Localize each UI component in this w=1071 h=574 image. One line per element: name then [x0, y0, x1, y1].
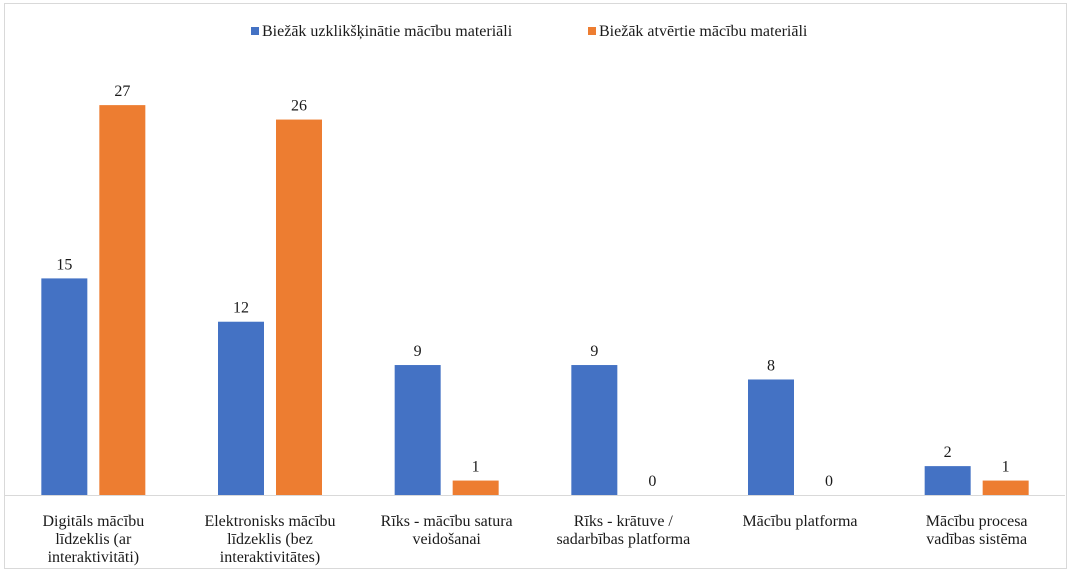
- bar-s0-c1: [218, 321, 264, 495]
- value-labels: 15 27 12 26 9 1 9 0 8 0 2 1: [56, 83, 1009, 490]
- category-labels: Digitāls mācību līdzeklis (ar interaktivit…: [42, 513, 1027, 566]
- category-label-4: Mācību platforma: [742, 513, 857, 530]
- value-label-s1-c5: 1: [1002, 459, 1010, 476]
- value-label-s1-c4: 0: [825, 473, 833, 490]
- bar-s0-c4: [748, 379, 794, 495]
- legend: Biežāk uzklikšķinātie mācību materiāli Bi…: [251, 23, 808, 40]
- value-label-s1-c1: 26: [291, 98, 307, 115]
- value-label-s0-c4: 8: [767, 357, 775, 374]
- category-label-2-line-1: veidošanai: [412, 531, 481, 548]
- category-label-1-line-2: interaktivitātes): [220, 549, 320, 566]
- chart-frame: Biežāk uzklikšķinātie mācību materiāli Bi…: [4, 3, 1067, 569]
- category-label-5-line-1: vadības sistēma: [926, 531, 1027, 548]
- category-label-4-line-0: Mācību platforma: [742, 513, 857, 530]
- category-label-5-line-0: Mācību procesa: [926, 513, 1028, 530]
- category-label-2-line-0: Rīks - mācību satura: [381, 513, 513, 530]
- bar-chart: Biežāk uzklikšķinātie mācību materiāli Bi…: [5, 23, 1065, 566]
- category-label-5: Mācību procesa vadības sistēma: [926, 513, 1028, 548]
- value-label-s0-c5: 2: [944, 444, 952, 461]
- value-label-s1-c2: 1: [472, 459, 480, 476]
- category-label-0: Digitāls mācību līdzeklis (ar interaktivit…: [42, 513, 144, 566]
- category-label-1-line-1: līdzeklis (bez: [227, 531, 313, 548]
- value-label-s0-c3: 9: [590, 343, 598, 360]
- bar-s0-c2: [394, 365, 441, 495]
- bar-s1-c1: [276, 119, 322, 495]
- category-label-1-line-0: Elektronisks mācību: [204, 513, 335, 530]
- category-label-3: Rīks - krātuve / sadarbības platforma: [556, 513, 690, 548]
- value-label-s0-c1: 12: [233, 300, 249, 317]
- bar-s1-c0: [99, 105, 146, 496]
- category-label-2: Rīks - mācību satura veidošanai: [381, 513, 513, 548]
- bar-s0-c0: [41, 278, 88, 495]
- value-label-s0-c2: 9: [414, 343, 422, 360]
- category-label-0-line-1: līdzeklis (ar: [55, 531, 132, 548]
- value-label-s1-c0: 27: [114, 83, 130, 100]
- category-label-3-line-1: sadarbības platforma: [556, 531, 690, 548]
- bar-s0-c5: [924, 466, 971, 495]
- category-label-1: Elektronisks mācību līdzeklis (bez interak…: [204, 513, 335, 566]
- category-label-0-line-2: interaktivitāti): [48, 549, 140, 566]
- category-label-3-line-0: Rīks - krātuve /: [574, 513, 674, 530]
- bar-s1-c5: [982, 480, 1029, 495]
- bars: [41, 105, 1029, 496]
- value-label-s0-c0: 15: [56, 256, 72, 273]
- bar-s0-c3: [571, 365, 618, 495]
- bar-s1-c2: [452, 480, 499, 495]
- legend-label-0: Biežāk uzklikšķinātie mācību materiāli: [262, 23, 513, 40]
- legend-swatch-1: [588, 27, 596, 35]
- value-label-s1-c3: 0: [648, 473, 656, 490]
- legend-swatch-0: [251, 27, 259, 35]
- category-label-0-line-0: Digitāls mācību: [42, 513, 144, 530]
- legend-label-1: Biežāk atvērtie mācību materiāli: [599, 23, 808, 40]
